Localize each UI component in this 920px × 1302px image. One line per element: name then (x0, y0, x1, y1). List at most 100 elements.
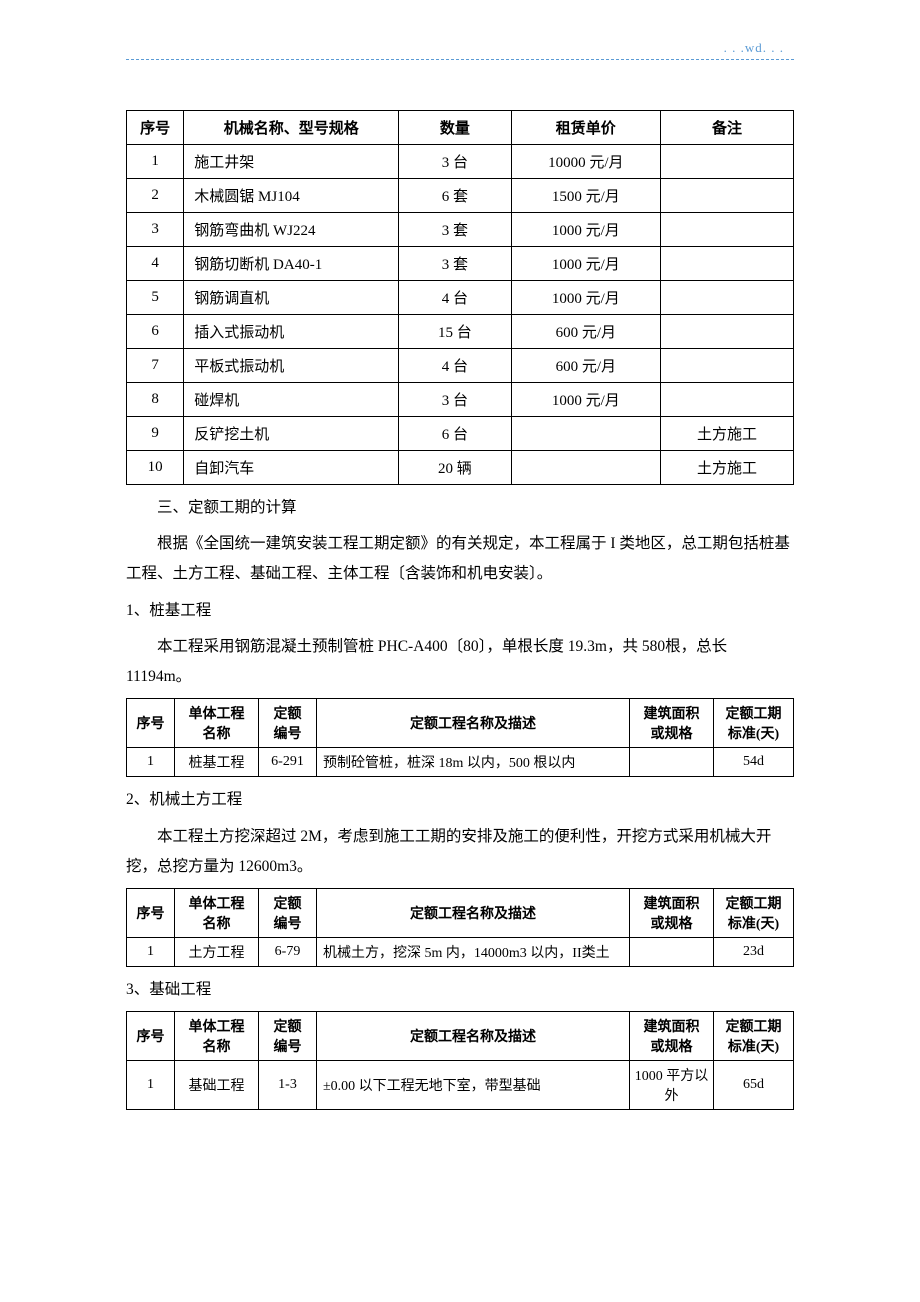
equipment-table: 序号 机械名称、型号规格 数量 租赁单价 备注 1施工井架3 台10000 元/… (126, 110, 794, 485)
sub2-body: 本工程土方挖深超过 2M，考虑到施工工期的安排及施工的便利性，开挖方式采用机械大… (126, 822, 794, 882)
cell-price: 1000 元/月 (511, 383, 660, 417)
cell-qty: 6 台 (399, 417, 512, 451)
sub2-title: 2、机械土方工程 (126, 785, 794, 815)
table-row: 1 桩基工程 6-291 预制砼管桩，桩深 18m 以内，500 根以内 54d (127, 748, 794, 777)
cell-qty: 4 台 (399, 349, 512, 383)
col-spec: 建筑面积或规格 (630, 888, 714, 937)
table-row: 10自卸汽车20 辆土方施工 (127, 451, 794, 485)
cell-note (660, 145, 793, 179)
cell-qty: 4 台 (399, 281, 512, 315)
cell-qty: 6 套 (399, 179, 512, 213)
cell-price (511, 451, 660, 485)
cell-name: 自卸汽车 (184, 451, 399, 485)
cell-qty: 15 台 (399, 315, 512, 349)
cell-seq: 1 (127, 748, 175, 777)
cell-proj: 基础工程 (175, 1061, 259, 1110)
cell-seq: 4 (127, 247, 184, 281)
cell-price: 10000 元/月 (511, 145, 660, 179)
cell-note (660, 247, 793, 281)
cell-price: 600 元/月 (511, 315, 660, 349)
page-header-rule: . . .wd. . . (126, 40, 794, 60)
col-proj: 单体工程名称 (175, 1012, 259, 1061)
cell-qty: 3 套 (399, 247, 512, 281)
col-std: 定额工期标准(天) (714, 1012, 794, 1061)
cell-proj: 土方工程 (175, 937, 259, 966)
cell-note: 土方施工 (660, 451, 793, 485)
earthwork-schedule-table: 序号 单体工程名称 定额编号 定额工程名称及描述 建筑面积或规格 定额工期标准(… (126, 888, 794, 967)
col-desc: 定额工程名称及描述 (317, 888, 630, 937)
table-header-row: 序号 单体工程名称 定额编号 定额工程名称及描述 建筑面积或规格 定额工期标准(… (127, 1012, 794, 1061)
cell-name: 施工井架 (184, 145, 399, 179)
col-proj: 单体工程名称 (175, 699, 259, 748)
col-code: 定额编号 (259, 699, 317, 748)
cell-seq: 6 (127, 315, 184, 349)
table-row: 4钢筋切断机 DA40-13 套1000 元/月 (127, 247, 794, 281)
cell-seq: 9 (127, 417, 184, 451)
cell-name: 钢筋调直机 (184, 281, 399, 315)
cell-seq: 1 (127, 1061, 175, 1110)
col-std: 定额工期标准(天) (714, 699, 794, 748)
col-note: 备注 (660, 111, 793, 145)
cell-name: 钢筋弯曲机 WJ224 (184, 213, 399, 247)
cell-proj: 桩基工程 (175, 748, 259, 777)
table-header-row: 序号 机械名称、型号规格 数量 租赁单价 备注 (127, 111, 794, 145)
col-desc: 定额工程名称及描述 (317, 699, 630, 748)
table-row: 2木械圆锯 MJ1046 套1500 元/月 (127, 179, 794, 213)
pile-schedule-table: 序号 单体工程名称 定额编号 定额工程名称及描述 建筑面积或规格 定额工期标准(… (126, 698, 794, 777)
cell-seq: 10 (127, 451, 184, 485)
table-row: 5钢筋调直机4 台1000 元/月 (127, 281, 794, 315)
cell-name: 反铲挖土机 (184, 417, 399, 451)
cell-name: 钢筋切断机 DA40-1 (184, 247, 399, 281)
col-seq: 序号 (127, 1012, 175, 1061)
col-price: 租赁单价 (511, 111, 660, 145)
cell-qty: 3 套 (399, 213, 512, 247)
table-header-row: 序号 单体工程名称 定额编号 定额工程名称及描述 建筑面积或规格 定额工期标准(… (127, 699, 794, 748)
top-spacer (126, 66, 794, 106)
table-header-row: 序号 单体工程名称 定额编号 定额工程名称及描述 建筑面积或规格 定额工期标准(… (127, 888, 794, 937)
col-code: 定额编号 (259, 888, 317, 937)
cell-code: 6-291 (259, 748, 317, 777)
cell-qty: 3 台 (399, 383, 512, 417)
cell-seq: 8 (127, 383, 184, 417)
header-watermark: . . .wd. . . (724, 40, 784, 56)
cell-desc: 预制砼管桩，桩深 18m 以内，500 根以内 (317, 748, 630, 777)
col-desc: 定额工程名称及描述 (317, 1012, 630, 1061)
table-row: 9反铲挖土机6 台 土方施工 (127, 417, 794, 451)
cell-seq: 1 (127, 145, 184, 179)
cell-note (660, 213, 793, 247)
cell-spec (630, 748, 714, 777)
col-seq: 序号 (127, 888, 175, 937)
cell-note (660, 349, 793, 383)
cell-note (660, 315, 793, 349)
cell-seq: 5 (127, 281, 184, 315)
table-row: 7平板式振动机4 台600 元/月 (127, 349, 794, 383)
cell-code: 6-79 (259, 937, 317, 966)
col-seq: 序号 (127, 699, 175, 748)
cell-note (660, 281, 793, 315)
table-row: 1 土方工程 6-79 机械土方，挖深 5m 内，14000m3 以内，II类土… (127, 937, 794, 966)
cell-price: 600 元/月 (511, 349, 660, 383)
cell-name: 碰焊机 (184, 383, 399, 417)
cell-note (660, 179, 793, 213)
cell-code: 1-3 (259, 1061, 317, 1110)
table-row: 3钢筋弯曲机 WJ2243 套1000 元/月 (127, 213, 794, 247)
cell-desc: ±0.00 以下工程无地下室，带型基础 (317, 1061, 630, 1110)
table-row: 1 基础工程 1-3 ±0.00 以下工程无地下室，带型基础 1000 平方以外… (127, 1061, 794, 1110)
section-3-title: 三、定额工期的计算 (126, 493, 794, 523)
cell-price: 1000 元/月 (511, 213, 660, 247)
cell-desc: 机械土方，挖深 5m 内，14000m3 以内，II类土 (317, 937, 630, 966)
cell-std: 23d (714, 937, 794, 966)
col-qty: 数量 (399, 111, 512, 145)
col-name: 机械名称、型号规格 (184, 111, 399, 145)
cell-qty: 3 台 (399, 145, 512, 179)
sub1-body: 本工程采用钢筋混凝土预制管桩 PHC-A400〔80〕，单根长度 19.3m，共… (126, 632, 794, 692)
cell-price: 1500 元/月 (511, 179, 660, 213)
cell-name: 插入式振动机 (184, 315, 399, 349)
col-std: 定额工期标准(天) (714, 888, 794, 937)
cell-note: 土方施工 (660, 417, 793, 451)
table-row: 6插入式振动机15 台600 元/月 (127, 315, 794, 349)
col-proj: 单体工程名称 (175, 888, 259, 937)
sub1-title: 1、桩基工程 (126, 596, 794, 626)
document-page: . . .wd. . . 序号 机械名称、型号规格 数量 租赁单价 备注 1施工… (0, 0, 920, 1158)
cell-seq: 2 (127, 179, 184, 213)
